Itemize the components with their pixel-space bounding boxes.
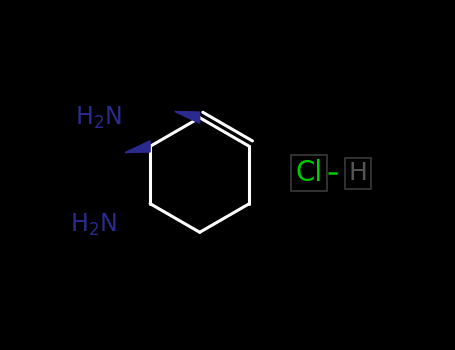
Polygon shape — [175, 111, 200, 123]
Text: H: H — [348, 161, 367, 185]
Polygon shape — [125, 141, 150, 153]
Text: $\mathsf{H_2N}$: $\mathsf{H_2N}$ — [75, 105, 121, 131]
Text: $\mathsf{H_2N}$: $\mathsf{H_2N}$ — [70, 212, 116, 238]
Text: Cl: Cl — [296, 159, 323, 187]
